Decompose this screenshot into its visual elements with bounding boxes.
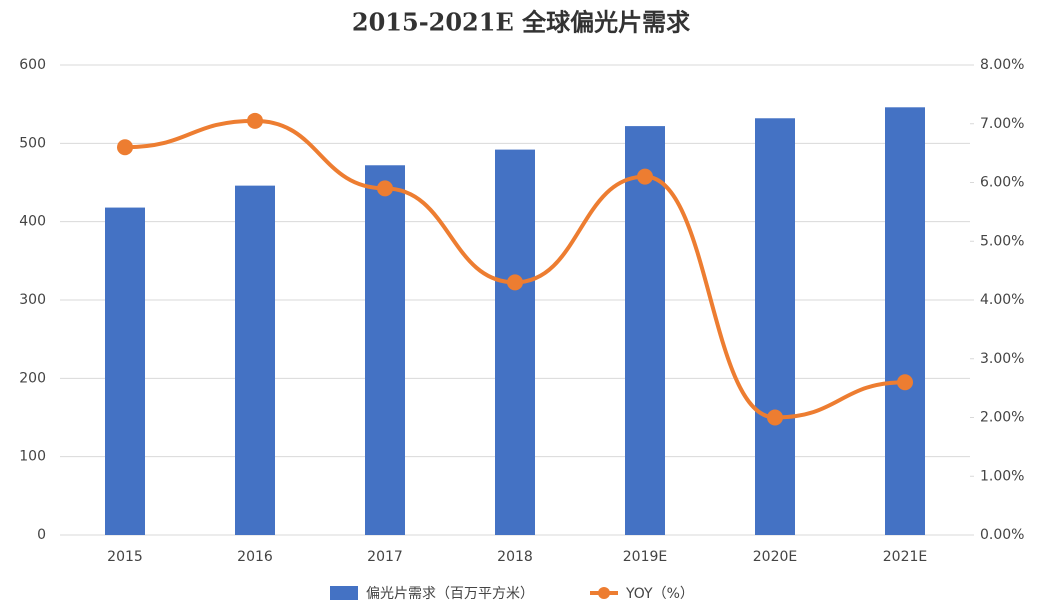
bar (235, 186, 275, 535)
bar (885, 107, 925, 535)
x-tick-label: 2021E (883, 549, 927, 565)
point (377, 180, 393, 196)
y2-tick-label: 7.00% (980, 116, 1024, 132)
x-tick-label: 2015 (107, 549, 143, 565)
y-tick-label: 500 (19, 135, 46, 151)
legend-swatch (598, 587, 610, 599)
legend-label: 偏光片需求（百万平方米） (366, 586, 534, 602)
y-tick-label: 0 (37, 527, 46, 543)
legend-label: YOY（%） (625, 586, 694, 602)
bar (755, 118, 795, 535)
y2-tick-label: 2.00% (980, 410, 1024, 426)
y-tick-label: 600 (19, 57, 46, 73)
point (767, 410, 783, 426)
bar (105, 208, 145, 535)
y-tick-label: 100 (19, 449, 46, 465)
point (507, 274, 523, 290)
y-tick-label: 200 (19, 370, 46, 386)
chart-title: 2015-2021E 全球偏光片需求 (352, 8, 690, 37)
legend-swatch (330, 586, 358, 600)
y2-tick-label: 6.00% (980, 175, 1024, 191)
y2-tick-label: 0.00% (980, 527, 1024, 543)
bar (625, 126, 665, 535)
x-tick-label: 2018 (497, 549, 533, 565)
y-tick-label: 400 (19, 214, 46, 230)
bar (365, 165, 405, 535)
point (637, 169, 653, 185)
y2-tick-label: 4.00% (980, 292, 1024, 308)
point (117, 139, 133, 155)
x-tick-label: 2016 (237, 549, 273, 565)
chart: 2015-2021E 全球偏光片需求 0 100 200 300 400 500 600 0.… (0, 0, 1043, 612)
point (247, 113, 263, 129)
y2-tick-label: 1.00% (980, 468, 1024, 484)
y2-tick-label: 3.00% (980, 351, 1024, 367)
y2-tick-label: 8.00% (980, 57, 1024, 73)
x-tick-label: 2020E (753, 549, 797, 565)
x-tick-label: 2019E (623, 549, 667, 565)
point (897, 374, 913, 390)
x-tick-label: 2017 (367, 549, 403, 565)
y-tick-label: 300 (19, 292, 46, 308)
bar (495, 150, 535, 535)
y2-tick-label: 5.00% (980, 233, 1024, 249)
